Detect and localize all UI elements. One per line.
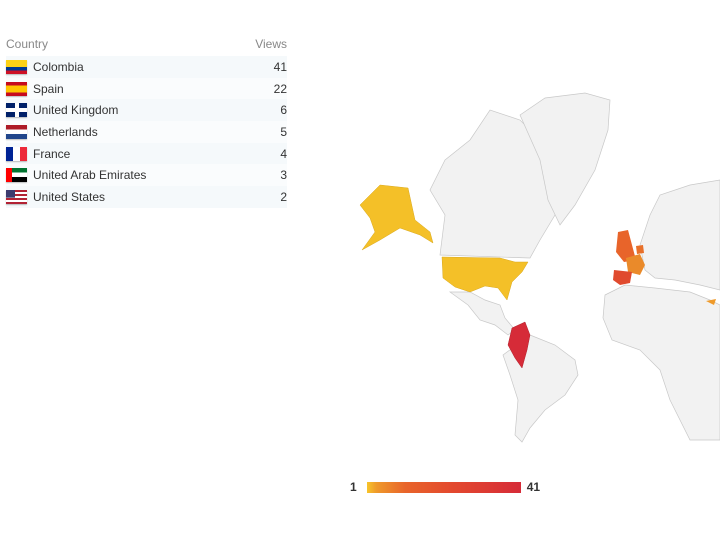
map-usa[interactable]: [441, 256, 529, 301]
colombia-flag-icon: [6, 59, 27, 74]
map-mexico[interactable]: [448, 291, 516, 336]
views-count: 3: [280, 168, 287, 183]
country-name: United Kingdom: [33, 103, 119, 118]
france-flag-icon: [6, 146, 27, 161]
uae-flag-icon: [6, 168, 27, 183]
map-uk[interactable]: [616, 230, 636, 262]
country-name: Spain: [33, 81, 64, 96]
us-flag-icon: [6, 189, 27, 204]
country-name: Colombia: [33, 59, 84, 74]
views-count: 4: [280, 146, 287, 161]
color-scale-legend: 1 41: [350, 480, 540, 494]
table-row[interactable]: Spain 22: [6, 77, 287, 100]
map-france[interactable]: [626, 254, 645, 275]
map-spain[interactable]: [613, 270, 632, 285]
legend-max: 41: [526, 480, 541, 494]
country-name: France: [33, 146, 71, 161]
map-colombia[interactable]: [507, 321, 531, 369]
table-row[interactable]: United Arab Emirates 3: [6, 164, 287, 187]
table-row[interactable]: United Kingdom 6: [6, 99, 287, 122]
spain-flag-icon: [6, 81, 27, 96]
map-greenland[interactable]: [519, 92, 611, 226]
map-europe-asia[interactable]: [639, 179, 720, 291]
country-header: Country: [6, 37, 49, 51]
country-views-table: Country Views Colombia 41 Spain 22 United Ki…: [6, 36, 287, 208]
map-netherlands[interactable]: [636, 245, 644, 254]
map-uae[interactable]: [706, 299, 716, 305]
table-row[interactable]: Colombia 41: [6, 56, 287, 78]
map-africa[interactable]: [602, 284, 720, 441]
views-count: 2: [280, 189, 287, 204]
views-count: 6: [280, 103, 287, 118]
netherlands-flag-icon: [6, 124, 27, 139]
country-name: United States: [33, 189, 106, 204]
table-header: Country Views: [6, 36, 287, 56]
country-name: Netherlands: [33, 124, 98, 139]
legend-min: 1: [350, 480, 357, 494]
views-header: Views: [255, 37, 287, 51]
uk-flag-icon: [6, 103, 27, 118]
views-count: 5: [280, 124, 287, 139]
table-row[interactable]: France 4: [6, 142, 287, 165]
map-alaska[interactable]: [359, 184, 434, 251]
views-count: 22: [273, 81, 287, 96]
country-name: United Arab Emirates: [33, 168, 147, 183]
legend-gradient-bar: [366, 481, 521, 493]
table-row[interactable]: United States 2: [6, 186, 287, 208]
table-row[interactable]: Netherlands 5: [6, 121, 287, 143]
views-count: 41: [273, 59, 287, 74]
